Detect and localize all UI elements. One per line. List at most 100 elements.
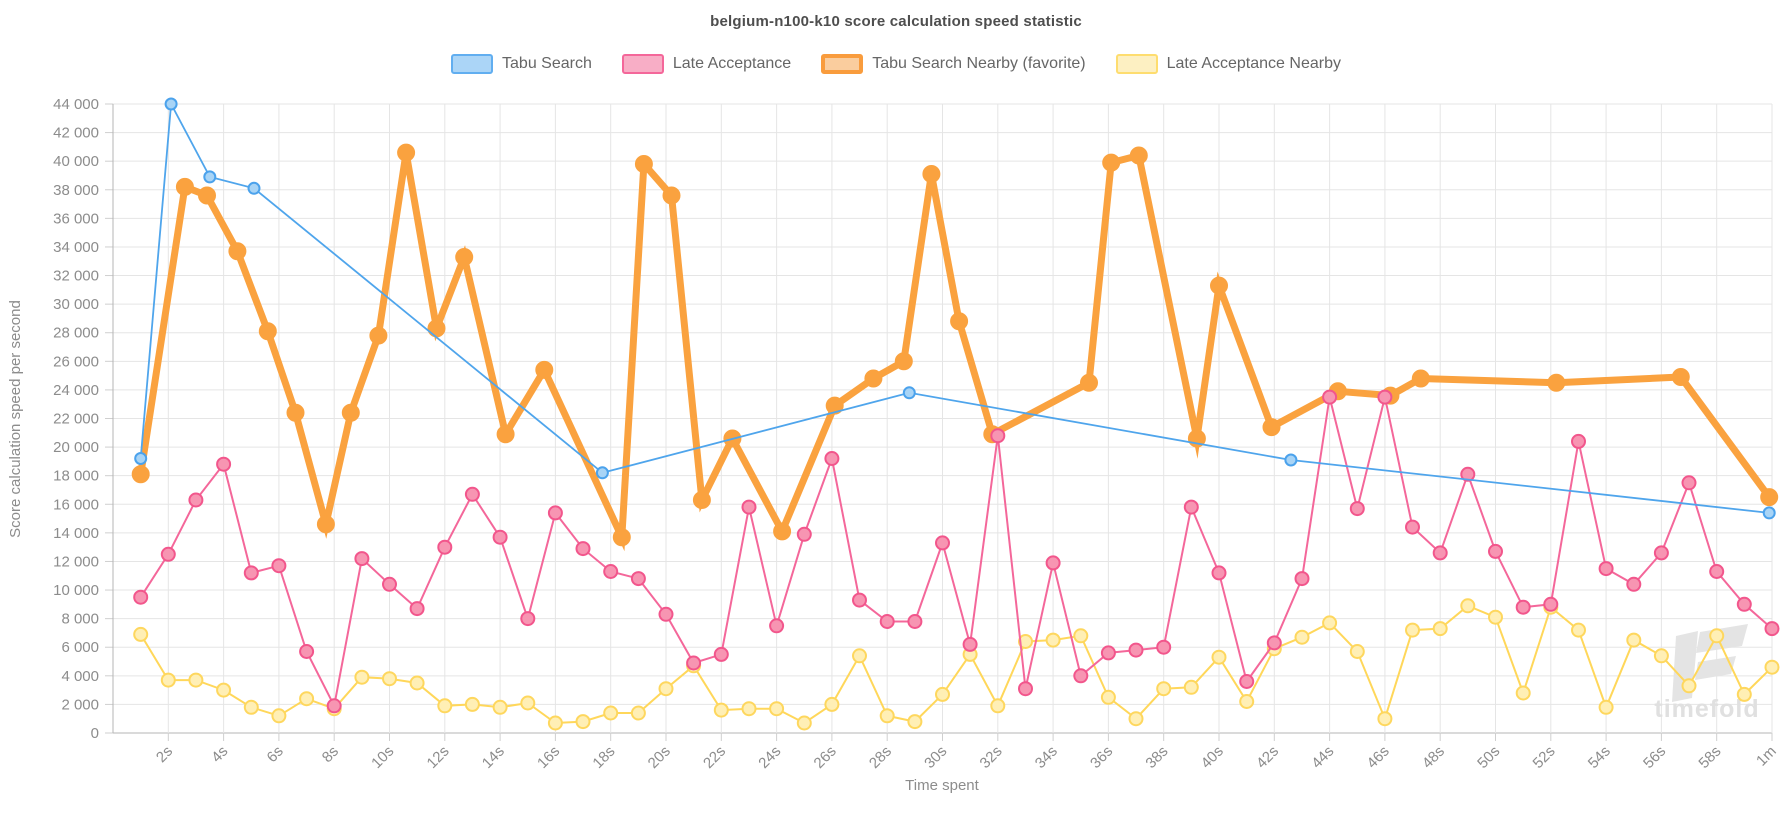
data-point-tabu-search[interactable] [203, 170, 217, 184]
data-point-late-acceptance-nearby[interactable] [630, 705, 646, 721]
data-point-late-acceptance[interactable] [1653, 545, 1669, 561]
legend-item-tabu-search[interactable]: Tabu Search [451, 54, 592, 74]
data-point-late-acceptance[interactable] [133, 589, 149, 605]
data-point-late-acceptance[interactable] [1681, 475, 1697, 491]
data-point-late-acceptance[interactable] [1294, 571, 1310, 587]
data-point-late-acceptance[interactable] [1377, 389, 1393, 405]
data-point-tabu-search-nearby-favorite[interactable] [1547, 373, 1566, 392]
data-point-tabu-search-nearby-favorite[interactable] [455, 248, 474, 266]
data-point-late-acceptance[interactable] [437, 539, 453, 555]
data-point-late-acceptance-nearby[interactable] [907, 714, 923, 730]
data-point-tabu-search[interactable] [164, 97, 178, 111]
data-point-late-acceptance-nearby[interactable] [824, 696, 840, 712]
data-point-late-acceptance[interactable] [658, 606, 674, 622]
data-point-late-acceptance[interactable] [271, 558, 287, 574]
data-point-late-acceptance-nearby[interactable] [1377, 711, 1393, 727]
data-point-late-acceptance-nearby[interactable] [1045, 632, 1061, 648]
data-point-late-acceptance-nearby[interactable] [1736, 686, 1752, 702]
data-point-late-acceptance[interactable] [354, 551, 370, 567]
data-point-tabu-search-nearby-favorite[interactable] [612, 528, 631, 547]
data-point-tabu-search-nearby-favorite[interactable] [397, 143, 416, 162]
data-point-late-acceptance-nearby[interactable] [1653, 648, 1669, 664]
data-point-late-acceptance-nearby[interactable] [1432, 621, 1448, 637]
data-point-late-acceptance[interactable] [824, 451, 840, 466]
data-point-tabu-search-nearby-favorite[interactable] [228, 242, 247, 261]
data-point-tabu-search[interactable] [134, 452, 148, 465]
data-point-late-acceptance[interactable] [1156, 639, 1172, 655]
data-point-late-acceptance-nearby[interactable] [1128, 711, 1144, 727]
data-point-late-acceptance[interactable] [547, 505, 563, 521]
data-point-late-acceptance-nearby[interactable] [299, 691, 315, 707]
data-point-late-acceptance[interactable] [492, 529, 508, 545]
data-point-late-acceptance-nearby[interactable] [520, 695, 536, 711]
data-point-tabu-search-nearby-favorite[interactable] [175, 177, 194, 196]
data-point-late-acceptance-nearby[interactable] [271, 708, 287, 724]
data-point-late-acceptance[interactable] [299, 644, 315, 659]
data-point-late-acceptance-nearby[interactable] [243, 699, 259, 715]
data-point-late-acceptance[interactable] [1073, 668, 1089, 684]
data-point-late-acceptance[interactable] [713, 646, 729, 662]
data-point-late-acceptance-nearby[interactable] [188, 672, 204, 688]
data-point-late-acceptance-nearby[interactable] [1515, 685, 1531, 701]
data-point-tabu-search-nearby-favorite[interactable] [634, 155, 653, 173]
data-point-late-acceptance[interactable] [1349, 501, 1365, 517]
data-point-late-acceptance-nearby[interactable] [796, 715, 812, 731]
data-point-late-acceptance-nearby[interactable] [1488, 609, 1503, 625]
data-point-late-acceptance[interactable] [879, 614, 895, 629]
data-point-late-acceptance-nearby[interactable] [1681, 678, 1697, 694]
data-point-late-acceptance-nearby[interactable] [1294, 629, 1310, 645]
data-point-tabu-search-nearby-favorite[interactable] [286, 403, 305, 422]
data-point-tabu-search-nearby-favorite[interactable] [950, 312, 969, 331]
data-point-tabu-search[interactable] [595, 466, 609, 480]
data-point-tabu-search-nearby-favorite[interactable] [773, 522, 792, 541]
data-point-tabu-search-nearby-favorite[interactable] [369, 326, 388, 345]
data-point-tabu-search-nearby-favorite[interactable] [1102, 153, 1121, 172]
data-point-late-acceptance[interactable] [1736, 596, 1752, 612]
data-point-late-acceptance[interactable] [1045, 555, 1061, 571]
data-point-late-acceptance[interactable] [1515, 599, 1531, 615]
data-point-late-acceptance-nearby[interactable] [575, 714, 591, 730]
data-point-late-acceptance-nearby[interactable] [1571, 622, 1586, 638]
data-point-tabu-search[interactable] [902, 386, 916, 400]
data-point-late-acceptance-nearby[interactable] [1183, 679, 1199, 695]
data-point-late-acceptance[interactable] [1764, 621, 1780, 637]
data-point-late-acceptance-nearby[interactable] [1709, 628, 1725, 644]
data-point-late-acceptance[interactable] [769, 618, 785, 634]
data-point-late-acceptance-nearby[interactable] [133, 626, 149, 642]
data-point-late-acceptance[interactable] [1322, 389, 1338, 405]
data-point-tabu-search-nearby-favorite[interactable] [1262, 418, 1281, 437]
data-point-tabu-search[interactable] [247, 181, 261, 195]
data-point-late-acceptance[interactable] [382, 576, 397, 592]
data-point-late-acceptance[interactable] [1239, 674, 1255, 689]
data-point-tabu-search-nearby-favorite[interactable] [535, 360, 554, 379]
data-point-late-acceptance-nearby[interactable] [603, 705, 619, 721]
data-point-late-acceptance[interactable] [990, 428, 1006, 444]
data-point-late-acceptance[interactable] [520, 611, 536, 627]
data-point-late-acceptance[interactable] [796, 526, 812, 542]
data-point-late-acceptance[interactable] [741, 499, 757, 515]
data-point-late-acceptance-nearby[interactable] [1239, 694, 1255, 709]
data-point-tabu-search-nearby-favorite[interactable] [316, 515, 335, 534]
data-point-late-acceptance[interactable] [1266, 635, 1282, 651]
data-point-late-acceptance-nearby[interactable] [769, 701, 785, 717]
data-point-late-acceptance-nearby[interactable] [935, 686, 950, 702]
data-point-late-acceptance[interactable] [1488, 543, 1503, 559]
data-point-late-acceptance[interactable] [326, 698, 342, 714]
data-point-late-acceptance-nearby[interactable] [437, 698, 453, 714]
data-point-late-acceptance[interactable] [1460, 466, 1476, 482]
data-point-late-acceptance[interactable] [852, 592, 867, 608]
data-point-late-acceptance[interactable] [1018, 681, 1033, 697]
data-point-late-acceptance-nearby[interactable] [1156, 681, 1172, 697]
data-point-late-acceptance[interactable] [160, 546, 176, 562]
data-point-late-acceptance[interactable] [1571, 433, 1586, 449]
data-point-late-acceptance[interactable] [1626, 576, 1642, 592]
data-point-late-acceptance[interactable] [1432, 545, 1448, 561]
data-point-late-acceptance-nearby[interactable] [1073, 628, 1089, 644]
data-point-tabu-search-nearby-favorite[interactable] [1411, 369, 1430, 388]
data-point-late-acceptance-nearby[interactable] [464, 696, 480, 712]
data-point-late-acceptance-nearby[interactable] [216, 682, 232, 698]
data-point-tabu-search-nearby-favorite[interactable] [1210, 276, 1228, 295]
data-point-late-acceptance-nearby[interactable] [1460, 598, 1476, 614]
data-point-late-acceptance[interactable] [1211, 565, 1227, 581]
data-point-late-acceptance[interactable] [1543, 596, 1559, 612]
